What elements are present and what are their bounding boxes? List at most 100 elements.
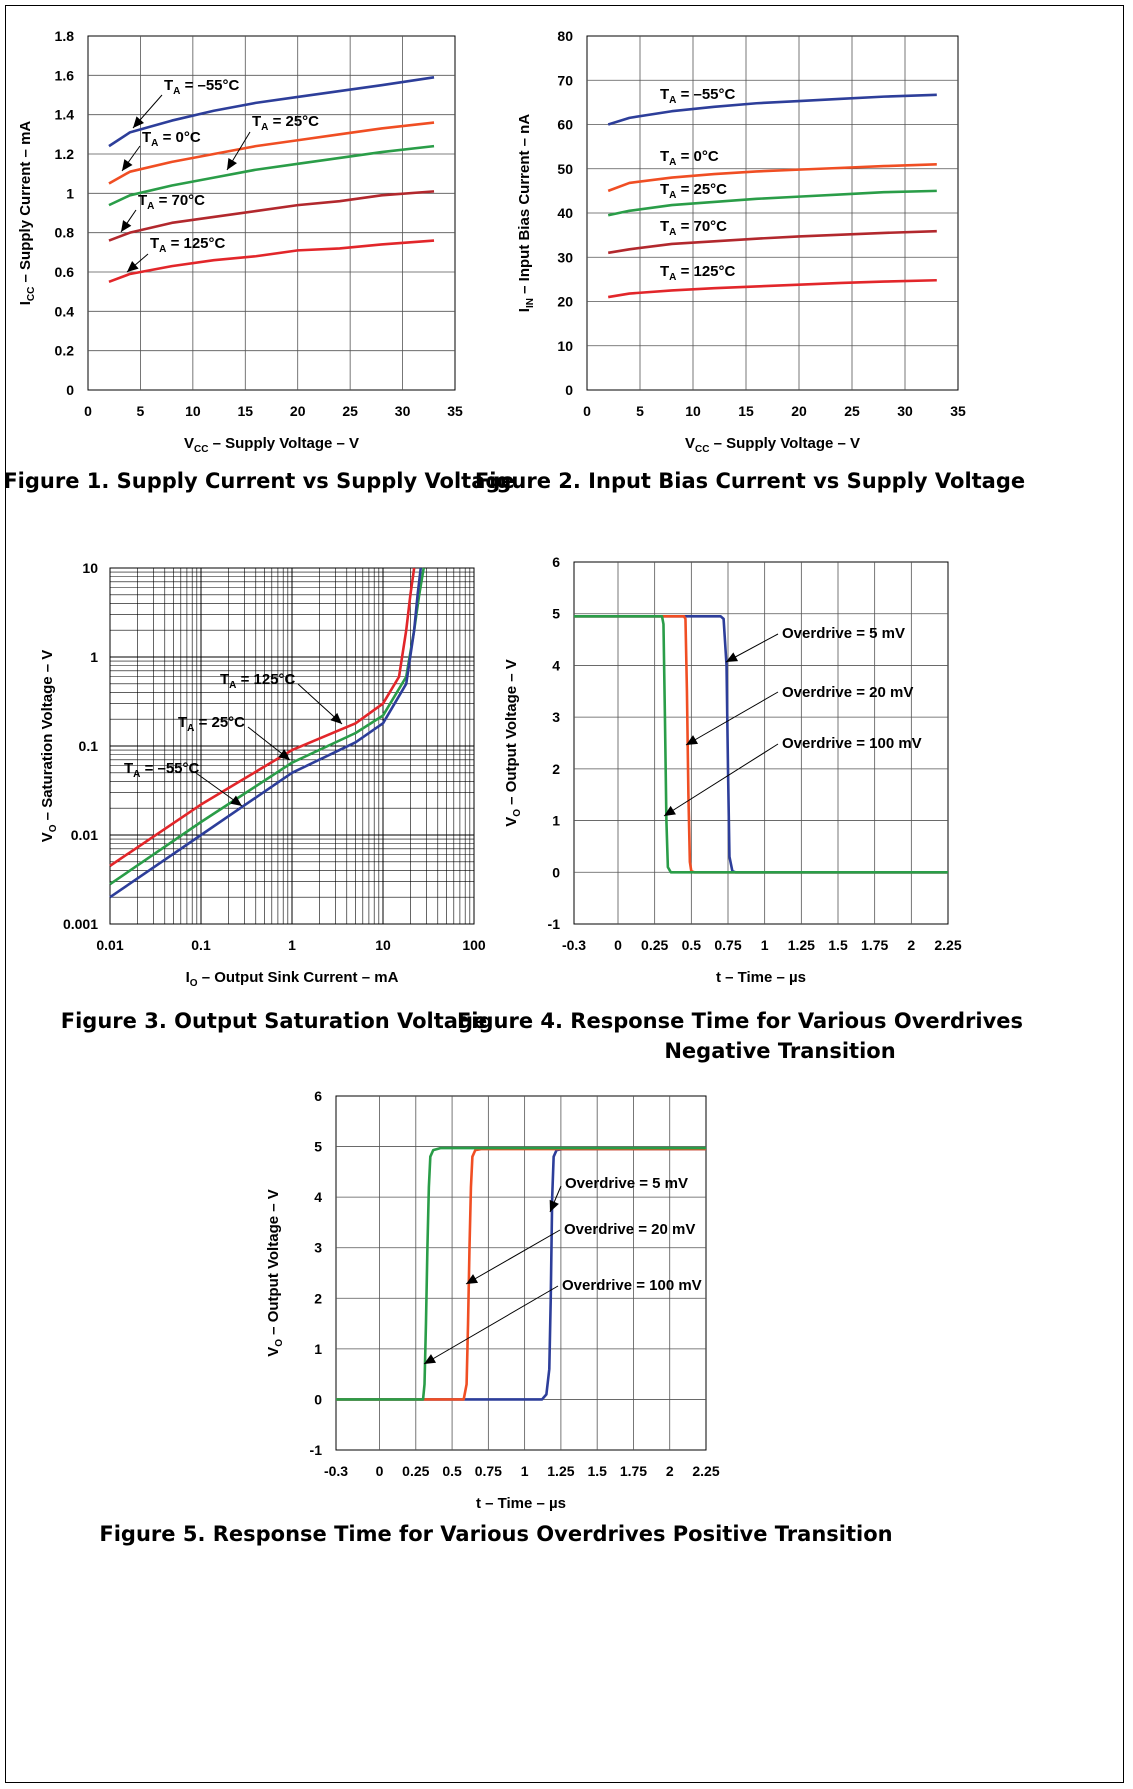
fig1-y-axis-title-main: I	[17, 301, 34, 305]
fig1-annotation-1: TA = 0°C	[142, 129, 201, 149]
fig2-annotation-3-rest: = 70°C	[676, 218, 727, 235]
fig4-annotation-arrow-0-head	[726, 652, 739, 662]
fig4-ytick-label: 2	[552, 761, 560, 777]
fig4-xtick-label: 0.75	[714, 937, 741, 953]
fig4-caption-line2: Negative Transition	[664, 1039, 895, 1063]
fig3-caption: Figure 3. Output Saturation Voltage	[61, 1009, 487, 1033]
fig2-annotation-0-main: T	[660, 86, 669, 103]
fig2-ytick-label: 0	[565, 382, 573, 398]
fig2-ytick-label: 70	[557, 72, 573, 88]
fig3-annotation-2-sub: A	[133, 769, 140, 780]
fig3-annotation-1-sub: A	[187, 723, 194, 734]
fig1-ytick-label: 0.8	[55, 225, 75, 241]
fig1-annotation-2-sub: A	[261, 122, 268, 133]
fig4-xtick-label: 1.25	[788, 937, 815, 953]
fig1-annotation-3-main: T	[138, 192, 147, 209]
fig4-ytick-label: 1	[552, 813, 560, 829]
fig2-xtick-label: 20	[791, 403, 807, 419]
fig5-series-line-2	[336, 1146, 706, 1401]
fig4-series-line-2	[574, 614, 948, 874]
fig4-xtick-label: 0	[614, 937, 622, 953]
fig4-y-axis-title-sub: O	[512, 809, 523, 817]
fig1-series-line-2	[108, 144, 435, 207]
fig1-series-line-3	[108, 190, 435, 242]
fig1-ytick-label: 0.6	[55, 264, 75, 280]
fig5-y-axis-title-main: V	[265, 1347, 282, 1357]
fig1-annotation-arrow-1-head	[122, 159, 133, 171]
fig4-ytick-label: 4	[552, 657, 560, 673]
fig1-xtick-label: 25	[342, 403, 358, 419]
fig5-ytick-label: 4	[314, 1189, 322, 1205]
fig2-x-axis-title-main: V	[685, 435, 695, 452]
fig2-series-line-0	[607, 93, 937, 126]
fig3-y-axis-title-main: V	[39, 832, 56, 842]
fig2-annotation-4-sub: A	[669, 272, 676, 283]
fig2-ytick-label: 10	[557, 338, 573, 354]
fig1-xtick-label: 15	[237, 403, 253, 419]
fig4-y-axis-title-rest: – Output Voltage – V	[503, 659, 520, 809]
page-frame	[5, 5, 1124, 1783]
fig2-annotation-1-sub: A	[669, 157, 676, 168]
fig5-annotation-arrow-2-line	[423, 1285, 559, 1365]
fig5-xtick-label: 2	[666, 1463, 674, 1479]
fig2-xtick-label: 0	[583, 403, 591, 419]
fig2-annotation-3-sub: A	[669, 227, 676, 238]
fig2-annotation-0-sub: A	[669, 95, 676, 106]
fig2-series-line-4	[607, 278, 937, 299]
fig5-xtick-label: 0	[376, 1463, 384, 1479]
fig5-annotation-1: Overdrive = 20 mV	[564, 1221, 695, 1238]
fig4-annotation-2: Overdrive = 100 mV	[782, 735, 922, 752]
fig2-annotation-2: TA = 25°C	[660, 181, 727, 201]
fig2-annotation-1: TA = 0°C	[660, 148, 719, 168]
fig3-y-axis-title: VO – Saturation Voltage – V	[39, 650, 59, 843]
fig2-annotation-0-rest: = –55°C	[676, 86, 735, 103]
fig2-series-line-1	[607, 163, 937, 193]
fig1-annotation-4-sub: A	[159, 244, 166, 255]
fig5-annotation-0: Overdrive = 5 mV	[565, 1175, 688, 1192]
fig2-annotation-3: TA = 70°C	[660, 218, 727, 238]
fig4-xtick-label: 0.25	[641, 937, 668, 953]
fig5-ytick-label: 3	[314, 1240, 322, 1256]
fig1-series-line-4	[108, 239, 435, 284]
fig5-xtick-label: 1	[521, 1463, 529, 1479]
fig3-annotation-0-rest: = 125°C	[236, 671, 295, 688]
fig1-caption: Figure 1. Supply Current vs Supply Volta…	[3, 469, 514, 493]
fig3-y-axis-title-rest: – Saturation Voltage – V	[39, 650, 56, 825]
fig2-annotation-0: TA = –55°C	[660, 86, 736, 106]
fig5-caption: Figure 5. Response Time for Various Over…	[99, 1522, 892, 1546]
fig1-annotation-3: TA = 70°C	[138, 192, 205, 212]
fig2-xtick-label: 30	[897, 403, 913, 419]
fig1-series-line-0	[108, 76, 435, 148]
fig2-ytick-label: 80	[557, 28, 573, 44]
fig2-xtick-label: 10	[685, 403, 701, 419]
fig4-ytick-label: 0	[552, 864, 560, 880]
fig3-xtick-label: 1	[288, 937, 296, 953]
fig2-ytick-label: 40	[557, 205, 573, 221]
fig5-ytick-label: 5	[314, 1139, 322, 1155]
fig1-x-axis-title-rest: – Supply Voltage – V	[208, 435, 359, 452]
fig5-annotation-arrow-1-head	[466, 1274, 479, 1284]
fig1-y-axis-title-rest: – Supply Current – mA	[17, 121, 34, 287]
fig3-annotation-arrow-2-head	[230, 795, 242, 806]
fig3-xtick-label: 10	[375, 937, 391, 953]
fig1-annotation-2: TA = 25°C	[252, 113, 319, 133]
fig5-y-axis-title-sub: O	[274, 1339, 285, 1347]
fig4-xtick-label: -0.3	[562, 937, 586, 953]
fig3-x-axis-title-sub: O	[190, 978, 198, 989]
fig2-x-axis-title-sub: CC	[695, 444, 709, 455]
fig3-series-line-0	[109, 567, 416, 867]
fig2-ytick-label: 50	[557, 161, 573, 177]
fig4-annotation-0: Overdrive = 5 mV	[782, 625, 905, 642]
fig3-annotation-1: TA = 25°C	[178, 714, 245, 734]
fig4-x-axis-title: t – Time – µs	[716, 969, 806, 986]
fig1-annotation-2-main: T	[252, 113, 261, 130]
fig2-xtick-label: 35	[950, 403, 966, 419]
fig3-annotation-1-main: T	[178, 714, 187, 731]
fig1-annotation-2-rest: = 25°C	[268, 113, 319, 130]
fig2-annotation-4: TA = 125°C	[660, 263, 736, 283]
fig2-ytick-label: 60	[557, 117, 573, 133]
fig1-annotation-0-rest: = –55°C	[180, 77, 239, 94]
fig1-annotation-arrow-0-head	[133, 116, 145, 128]
fig1-ytick-label: 1.8	[55, 28, 75, 44]
